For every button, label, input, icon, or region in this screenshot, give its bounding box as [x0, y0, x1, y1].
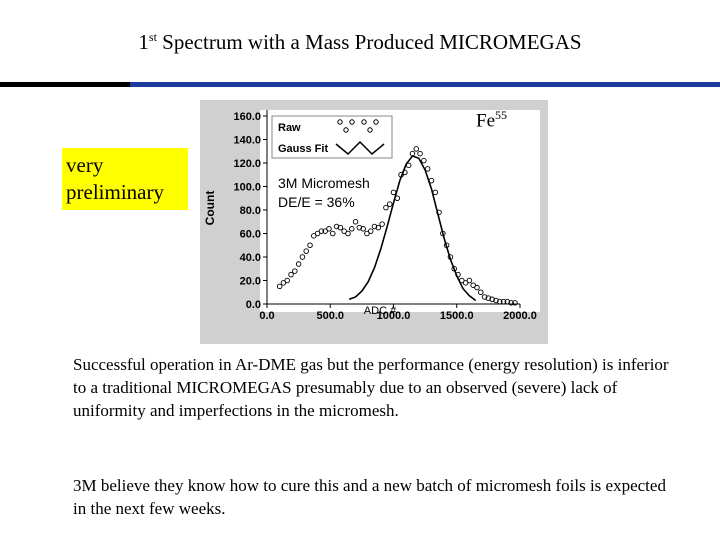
raw-data-point	[417, 150, 423, 157]
raw-data-point	[413, 146, 420, 152]
legend-raw-marker	[361, 119, 367, 125]
x-tick-label: 500.0	[316, 310, 344, 322]
spectrum-chart-svg: 0.020.040.060.080.0100.0120.0140.0160.0 …	[200, 100, 548, 344]
raw-data-point	[383, 204, 389, 211]
raw-data-point	[292, 268, 298, 274]
paragraph-outlook: 3M believe they know how to cure this an…	[73, 476, 666, 518]
raw-data-point	[345, 230, 351, 237]
title-rule-dark	[0, 82, 130, 87]
legend-raw-marker	[367, 127, 373, 133]
raw-data-point	[512, 300, 518, 306]
legend-raw-marker	[343, 127, 349, 133]
raw-data-point	[360, 226, 366, 232]
raw-data-point	[276, 283, 283, 290]
raw-data-point	[311, 233, 317, 239]
raw-data-point	[352, 218, 359, 225]
gauss-fit-line	[348, 154, 477, 302]
y-tick-label: 40.0	[240, 252, 261, 264]
raw-data-point	[337, 224, 344, 231]
raw-data-point	[349, 226, 355, 232]
raw-data-point	[330, 230, 336, 237]
legend: Raw Gauss Fit	[271, 115, 393, 159]
raw-data-point	[284, 277, 290, 284]
legend-fit-line	[335, 140, 385, 156]
y-tick-label: 80.0	[240, 205, 261, 217]
title-rule-blue	[130, 82, 720, 87]
raw-data-point	[500, 298, 507, 305]
y-tick-label: 160.0	[233, 111, 261, 123]
slide-title: 1st Spectrum with a Mass Produced MICROM…	[138, 30, 582, 54]
raw-data-point	[462, 280, 469, 286]
raw-data-point	[504, 298, 511, 305]
y-tick-label: 60.0	[240, 229, 261, 241]
raw-data-point	[508, 300, 514, 306]
legend-entry-raw: Raw	[278, 122, 301, 134]
raw-data-point	[367, 228, 374, 234]
raw-data-point	[371, 223, 378, 230]
raw-data-point	[333, 223, 340, 230]
x-tick-label: 0.0	[259, 310, 274, 322]
raw-data-point	[493, 297, 499, 304]
raw-data-point	[489, 296, 495, 303]
raw-data-point	[318, 228, 325, 234]
raw-data-point	[307, 242, 313, 248]
annotation-resolution: DE/E = 36%	[278, 194, 355, 210]
raw-data-point	[481, 294, 488, 300]
raw-data-point	[364, 230, 370, 237]
raw-data-point	[303, 248, 309, 254]
raw-data-point	[466, 277, 473, 284]
raw-data-point	[341, 228, 347, 234]
raw-data-point	[379, 221, 385, 227]
raw-data-point	[356, 224, 363, 231]
raw-data-point	[326, 226, 332, 232]
isotope-label: Fe55	[476, 108, 507, 132]
y-tick-label: 100.0	[233, 182, 261, 194]
raw-data-point	[295, 261, 302, 267]
raw-data-point	[497, 298, 503, 305]
raw-data-point	[299, 254, 306, 260]
spectrum-chart: 0.0 20.0 40.0 60.0 80.0 100.0 120.0 140.0 160.0 …	[200, 100, 548, 344]
raw-data-point	[386, 201, 393, 207]
y-tick-label: 140.0	[233, 135, 261, 147]
raw-data-point	[485, 295, 492, 301]
raw-data-point	[314, 230, 321, 237]
legend-box	[271, 115, 393, 159]
raw-data-point	[375, 224, 382, 231]
raw-data-point	[421, 157, 427, 164]
raw-data-point	[478, 289, 484, 295]
legend-raw-marker	[337, 119, 343, 125]
y-tick-label: 20.0	[240, 276, 261, 288]
x-tick-label: 1500.0	[440, 310, 474, 322]
y-tick-label: 0.0	[246, 299, 261, 311]
legend-raw-marker	[349, 119, 355, 125]
raw-data-point	[280, 280, 287, 286]
annotation-micromesh: 3M Micromesh	[278, 175, 370, 191]
x-axis-label: ADC #	[364, 305, 397, 317]
raw-data-point	[474, 284, 480, 291]
y-tick-label: 120.0	[233, 158, 261, 170]
x-tick-label: 2000.0	[503, 310, 537, 322]
raw-data-point	[288, 271, 294, 278]
preliminary-sticker: very preliminary	[62, 148, 188, 210]
legend-entry-gauss: Gauss Fit	[278, 143, 328, 155]
paragraph-operation: Successful operation in Ar-DME gas but t…	[73, 355, 669, 420]
raw-data-point	[322, 228, 328, 234]
y-axis-label: Count	[203, 191, 217, 226]
x-tick-label: 1000.0	[377, 310, 411, 322]
legend-raw-marker	[373, 119, 379, 125]
raw-data-point	[470, 282, 476, 288]
